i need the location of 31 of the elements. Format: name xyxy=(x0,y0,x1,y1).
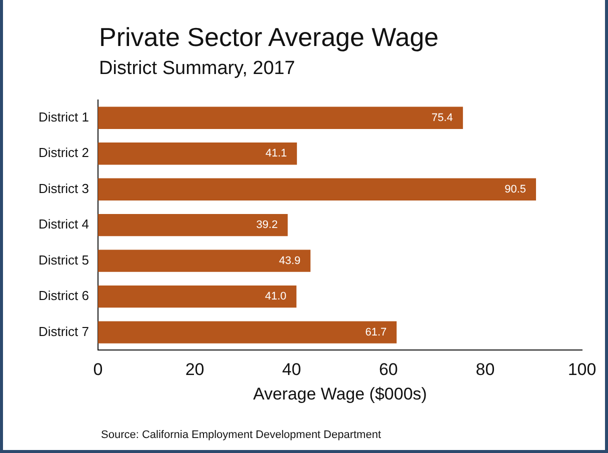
y-tick-label: District 3 xyxy=(38,180,89,196)
bar xyxy=(98,142,297,165)
data-label: 61.7 xyxy=(365,326,387,338)
x-axis-title: Average Wage ($000s) xyxy=(253,384,427,404)
x-tick-label: 40 xyxy=(282,360,302,380)
x-tick-label: 80 xyxy=(476,360,495,380)
data-label: 41.0 xyxy=(265,290,286,303)
bar xyxy=(98,250,310,272)
data-label: 41.1 xyxy=(266,148,287,160)
y-tick-label: District 2 xyxy=(38,145,89,160)
chart-title: Private Sector Average Wage xyxy=(99,22,439,53)
bar xyxy=(98,178,536,200)
y-tick-label: District 1 xyxy=(38,109,89,124)
chart-subtitle: District Summary, 2017 xyxy=(99,58,296,80)
y-tick-label: District 4 xyxy=(38,216,89,232)
y-tick-label: District 6 xyxy=(38,288,89,304)
data-label: 75.4 xyxy=(432,112,453,124)
bar xyxy=(98,106,463,129)
y-tick-label: District 7 xyxy=(38,324,89,339)
x-tick-label: 100 xyxy=(568,360,596,380)
y-tick-label: District 5 xyxy=(38,252,89,268)
x-tick-label: 60 xyxy=(378,360,398,380)
x-tick-label: 0 xyxy=(93,360,103,380)
bar xyxy=(98,321,397,344)
data-label: 39.2 xyxy=(256,219,278,232)
data-label: 90.5 xyxy=(504,183,526,196)
bar xyxy=(98,214,288,236)
data-label: 43.9 xyxy=(279,254,300,267)
bar xyxy=(98,286,296,308)
source-note: Source: California Employment Development Department xyxy=(101,429,382,441)
x-tick-label: 20 xyxy=(185,360,204,380)
